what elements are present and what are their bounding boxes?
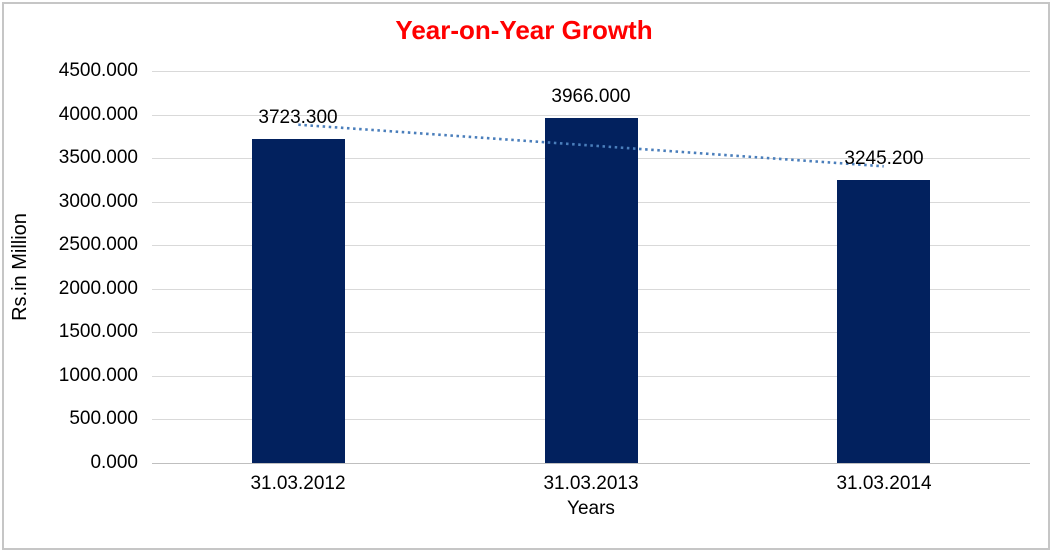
bar-31.03.2013 (545, 118, 638, 463)
gridline (152, 115, 1030, 116)
y-tick-label: 1000.000 (58, 365, 138, 386)
bar-value-label: 3723.300 (258, 107, 338, 128)
y-tick-label: 2000.000 (58, 278, 138, 299)
x-tick-label: 31.03.2013 (543, 473, 639, 494)
x-tick-label: 31.03.2014 (836, 473, 932, 494)
bar-value-label: 3966.000 (551, 86, 631, 107)
chart-title: Year-on-Year Growth (395, 15, 653, 45)
y-tick-label: 500.000 (69, 408, 138, 429)
x-axis-title: Years (567, 498, 615, 519)
x-tick-label: 31.03.2012 (250, 473, 346, 494)
y-tick-label: 3000.000 (58, 191, 138, 212)
bar-value-label: 3245.200 (844, 148, 924, 169)
y-tick-label: 4000.000 (58, 104, 138, 125)
y-tick-label: 2500.000 (58, 234, 138, 255)
bar-31.03.2014 (837, 180, 930, 463)
y-axis-title: Rs.in Million (9, 213, 31, 321)
x-axis-line (152, 463, 1030, 464)
y-tick-label: 4500.000 (58, 60, 138, 81)
y-tick-label: 1500.000 (58, 321, 138, 342)
y-tick-label: 0.000 (90, 452, 138, 473)
bar-31.03.2012 (252, 139, 345, 463)
gridline (152, 71, 1030, 72)
y-tick-label: 3500.000 (58, 147, 138, 168)
